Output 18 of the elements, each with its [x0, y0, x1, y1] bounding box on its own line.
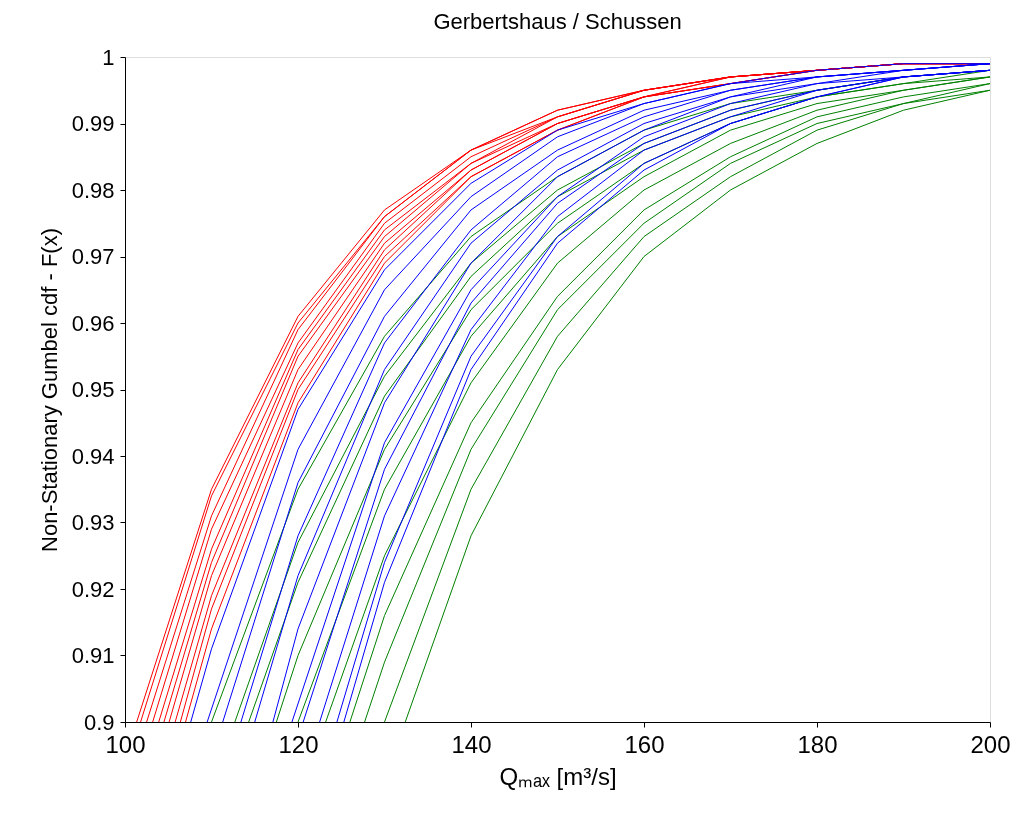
x-tick-label: 140: [451, 730, 492, 758]
x-axis-title: Qₘₐₓ [m³/s]: [499, 762, 617, 790]
y-tick-label: 0.97: [71, 244, 115, 269]
y-tick-label: 0.91: [71, 643, 115, 668]
x-tick-label: 180: [797, 730, 838, 758]
x-tick-label: 160: [624, 730, 665, 758]
y-tick-label: 0.93: [71, 510, 115, 535]
y-tick-label: 0.92: [71, 576, 115, 602]
y-tick-label: 0.96: [71, 310, 115, 336]
y-tick-label: 0.94: [71, 443, 115, 469]
y-axis-title: Non-Stationary Gumbel cdf - F(x): [36, 228, 62, 552]
y-tick-label: 0.98: [71, 177, 115, 203]
y-tick-label: 0.99: [71, 111, 115, 136]
x-tick-label: 200: [970, 730, 1011, 758]
chart-title: Gerbertshaus / Schussen: [433, 9, 682, 34]
y-tick-label: 0.95: [71, 377, 115, 402]
y-tick-label: 1: [102, 44, 115, 70]
x-tick-label: 120: [278, 730, 319, 758]
